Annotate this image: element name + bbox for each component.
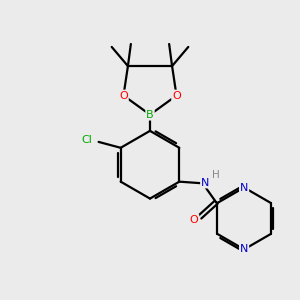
Text: N: N bbox=[240, 244, 248, 254]
Text: B: B bbox=[146, 110, 154, 120]
Text: O: O bbox=[119, 91, 128, 100]
Text: N: N bbox=[240, 182, 248, 193]
Text: O: O bbox=[172, 91, 181, 100]
Text: N: N bbox=[201, 178, 209, 188]
Text: Cl: Cl bbox=[81, 135, 92, 146]
Text: H: H bbox=[212, 170, 220, 180]
Text: O: O bbox=[190, 215, 198, 225]
